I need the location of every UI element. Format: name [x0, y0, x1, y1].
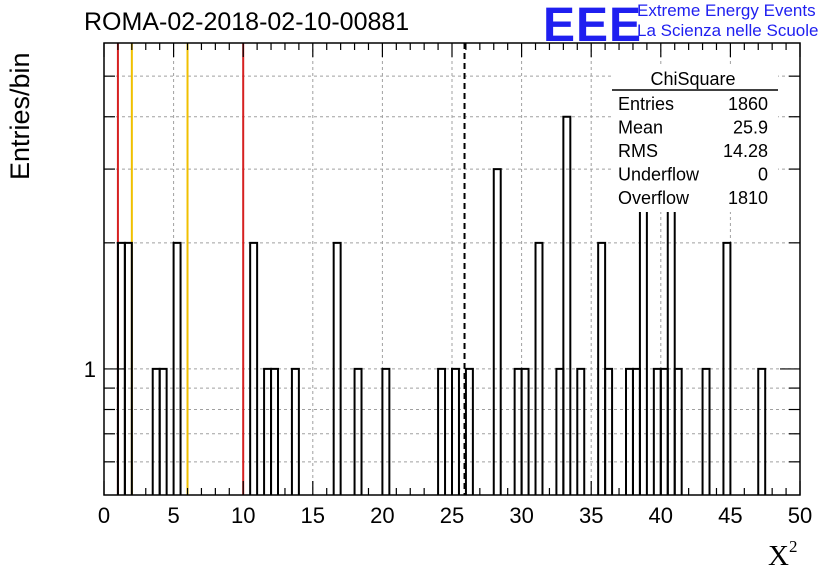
histogram-bin — [249, 241, 259, 495]
logo-caption-line1: Extreme Energy Events — [637, 1, 816, 20]
histogram-bin — [492, 168, 502, 495]
histogram-bin — [451, 367, 460, 495]
histogram — [116, 115, 767, 495]
histogram-bin — [520, 367, 530, 495]
x-tick-label: 20 — [370, 503, 394, 528]
x-tick-label: 15 — [301, 503, 325, 528]
stats-box-title: ChiSquare — [650, 69, 735, 89]
x-axis-label-superscript: 2 — [788, 537, 798, 556]
histogram-bin — [534, 241, 544, 495]
histogram-bin — [158, 367, 168, 495]
histogram-bin — [673, 367, 683, 495]
eee-logo: EEE — [543, 0, 643, 52]
logo-caption: Extreme Energy Events La Scienza nelle S… — [637, 1, 818, 41]
stats-row-value: 14.28 — [723, 141, 768, 161]
y-tick-label: 1 — [84, 357, 96, 382]
stats-row-label: Underflow — [618, 165, 700, 185]
stats-row-label: RMS — [618, 141, 658, 161]
x-axis-label-text: X — [768, 540, 789, 572]
histogram-bin — [437, 367, 447, 495]
histogram-bin — [576, 367, 586, 495]
axis-ticks: 10 5 10 15 20 25 30 35 40 45 50 — [84, 43, 812, 528]
histogram-bin — [604, 367, 614, 495]
stats-row-value: 25.9 — [733, 118, 768, 138]
stats-row-label: Overflow — [618, 188, 690, 208]
x-tick-label: 50 — [788, 503, 812, 528]
stats-row-value: 1810 — [728, 188, 768, 208]
chart-title: ROMA-02-2018-02-10-00881 — [84, 8, 410, 36]
histogram-bin — [757, 367, 767, 495]
x-tick-label: 25 — [440, 503, 464, 528]
stats-row-label: Mean — [618, 118, 663, 138]
histogram-bin — [638, 168, 648, 495]
x-tick-label: 30 — [509, 503, 533, 528]
x-tick-label: 35 — [579, 503, 603, 528]
x-tick-label: 10 — [231, 503, 255, 528]
histogram-bin — [381, 367, 391, 495]
histogram-bin — [123, 241, 133, 495]
stats-row-label: Entries — [618, 94, 674, 114]
histogram-bin — [332, 241, 342, 495]
histogram-bin — [701, 367, 711, 495]
histogram-bin — [270, 367, 279, 495]
histogram-bin — [722, 241, 732, 495]
stats-row-value: 1860 — [728, 94, 768, 114]
x-tick-label: 0 — [98, 503, 110, 528]
histogram-bin — [290, 367, 300, 495]
x-tick-label: 5 — [167, 503, 179, 528]
x-tick-label: 40 — [649, 503, 673, 528]
x-tick-label: 45 — [718, 503, 742, 528]
histogram-bin — [666, 168, 676, 495]
logo-caption-line2: La Scienza nelle Scuole — [637, 21, 819, 40]
x-axis-label: X2 — [768, 537, 797, 573]
histogram-bin — [562, 115, 572, 495]
histogram-bin — [172, 241, 182, 495]
stats-row-value: 0 — [758, 165, 768, 185]
histogram-bin — [464, 367, 474, 495]
stats-box: ChiSquare Entries 1860 Mean 25.9 RMS 14.28 Unde… — [612, 66, 778, 212]
histogram-bin — [353, 367, 363, 495]
